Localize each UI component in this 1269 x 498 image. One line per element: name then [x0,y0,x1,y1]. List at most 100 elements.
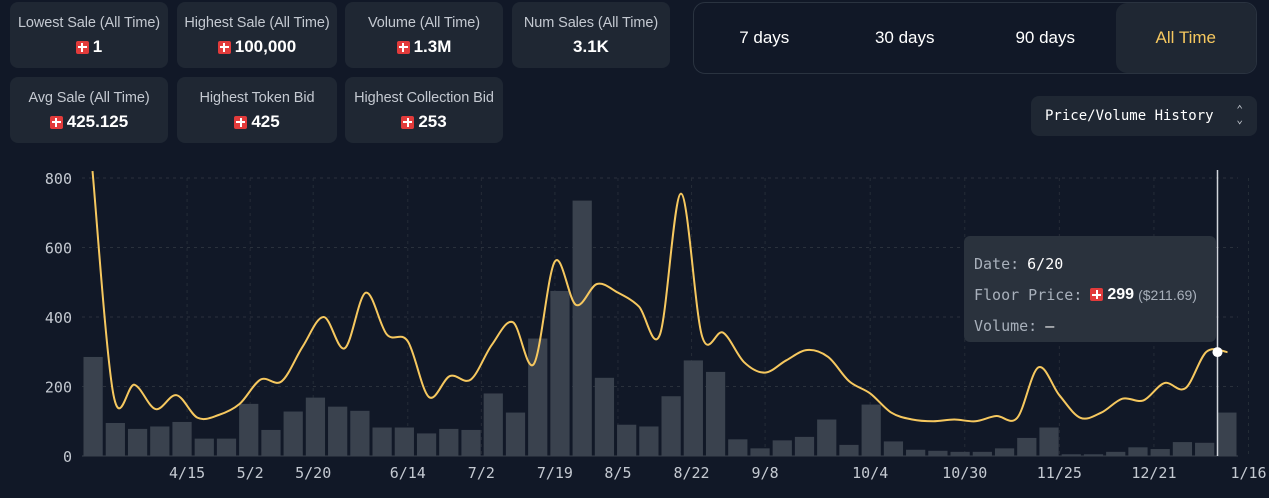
volume-bar [594,377,615,456]
stat-card-num-sales: Num Sales (All Time) 3.1K [512,2,670,68]
x-tick-label: 12/21 [1131,464,1176,482]
x-tick-label: 1/16 [1230,464,1266,482]
volume-bar [172,421,192,456]
volume-bar [372,427,392,456]
stat-label: Num Sales (All Time) [523,15,659,31]
tooltip-date-value: 6/20 [1027,254,1064,273]
volume-bar [928,450,948,456]
volume-bar [750,448,770,456]
stat-card-highest-collection-bid: Highest Collection Bid 253 [345,77,503,143]
volume-bar [994,448,1015,456]
tooltip-date-label: Date: [974,254,1020,273]
volume-bar [127,428,148,456]
tooltip-volume-label: Volume: [974,316,1038,335]
volume-bar [83,356,103,456]
x-tick-label: 9/8 [752,464,779,482]
token-icon [396,40,410,54]
x-tick-label: 10/30 [942,464,987,482]
stat-value: 3.1K [573,37,609,56]
x-tick-label: 5/20 [295,464,331,482]
volume-bar [1017,437,1037,456]
token-icon [75,40,89,54]
volume-bar [639,426,659,456]
volume-bar [1217,412,1237,456]
tooltip-floor-row: Floor Price: 299 ($211.69) [974,279,1206,310]
y-tick-label: 200 [45,379,72,397]
volume-bar [105,422,125,456]
volume-bar [1128,447,1148,456]
volume-bar [705,371,726,456]
tooltip-volume-value: — [1045,316,1055,335]
stat-card-highest-sale: Highest Sale (All Time) 100,000 [177,2,337,68]
x-tick-label: 8/22 [673,464,709,482]
volume-bars [83,200,1237,456]
stat-card-avg-sale: Avg Sale (All Time) 425.125 [10,77,168,143]
volume-bar [550,290,570,456]
token-icon [234,115,248,129]
volume-bar [972,451,992,456]
stat-label: Lowest Sale (All Time) [17,15,161,31]
tooltip-floor-value: 299 [1107,285,1135,303]
range-option-all-time[interactable]: All Time [1115,3,1256,73]
volume-bar [1150,449,1170,456]
volume-bar [194,438,214,456]
x-tick-label: 8/5 [604,464,631,482]
volume-bar [305,397,326,456]
volume-bar [661,396,681,456]
x-axis: 4/15 5/2 5/20 6/14 7/2 7/19 8/5 8/22 9/8 10/4 10/3… [169,464,1267,482]
volume-bar [483,393,503,456]
range-option-30-days[interactable]: 30 days [874,28,935,47]
x-tick-label: 11/25 [1037,464,1082,482]
volume-bar [1061,454,1081,456]
stat-label: Highest Token Bid [199,90,315,106]
volume-bar [528,338,548,456]
volume-bar [439,428,459,456]
stat-card-lowest-sale: Lowest Sale (All Time) 1 [10,2,168,68]
range-option-7-days[interactable]: 7 days [739,28,790,47]
volume-bar [572,200,592,456]
stat-value: 1.3M [413,37,452,56]
range-option-90-days[interactable]: 90 days [1015,28,1076,47]
volume-bar [1195,442,1215,456]
volume-bar [839,444,859,456]
x-tick-label: 7/2 [468,464,495,482]
price-volume-chart: 0 200 400 600 800 4/15 5/2 5/20 6/14 7/2 7/19 8/5 8… [45,170,1267,482]
stat-label: Highest Collection Bid [354,90,494,106]
x-tick-label: 7/19 [537,464,573,482]
volume-bar [883,441,904,456]
stat-label: Volume (All Time) [368,15,480,31]
stat-card-highest-token-bid: Highest Token Bid 425 [177,77,337,143]
volume-bar [239,403,259,456]
volume-bar [728,439,748,456]
chart-view-select[interactable]: Price/Volume History ⌃ ⌄ [1031,96,1257,136]
volume-bar [1039,427,1059,456]
hover-point[interactable] [1212,347,1223,358]
volume-bar [505,412,526,456]
volume-bar [261,429,281,456]
tooltip-date-row: Date: 6/20 [974,248,1206,279]
chevron-up-down-icon: ⌃ ⌄ [1236,103,1243,126]
stat-label: Avg Sale (All Time) [28,90,150,106]
stat-value: 253 [418,112,447,131]
volume-bar [350,410,370,456]
volume-bar [861,404,881,456]
time-range-selector: 7 days 30 days 90 days All Time [693,2,1257,74]
volume-bar [906,449,926,456]
token-icon [401,115,415,129]
volume-bar [216,438,237,456]
x-tick-label: 4/15 [169,464,205,482]
volume-bar [328,406,348,456]
y-tick-label: 600 [45,240,72,258]
chart-tooltip: Date: 6/20 Floor Price: 299 ($211.69) Vo… [964,236,1216,342]
volume-bar [150,426,170,456]
y-tick-label: 400 [45,309,72,327]
volume-bar [1172,442,1193,456]
x-tick-label: 5/2 [237,464,264,482]
tooltip-floor-label: Floor Price: [974,285,1083,304]
volume-bar [1083,454,1104,456]
token-icon [1090,288,1104,301]
volume-bar [283,411,303,456]
x-tick-label: 6/14 [390,464,426,482]
floor-price-line [91,170,1228,423]
token-icon [49,115,63,129]
